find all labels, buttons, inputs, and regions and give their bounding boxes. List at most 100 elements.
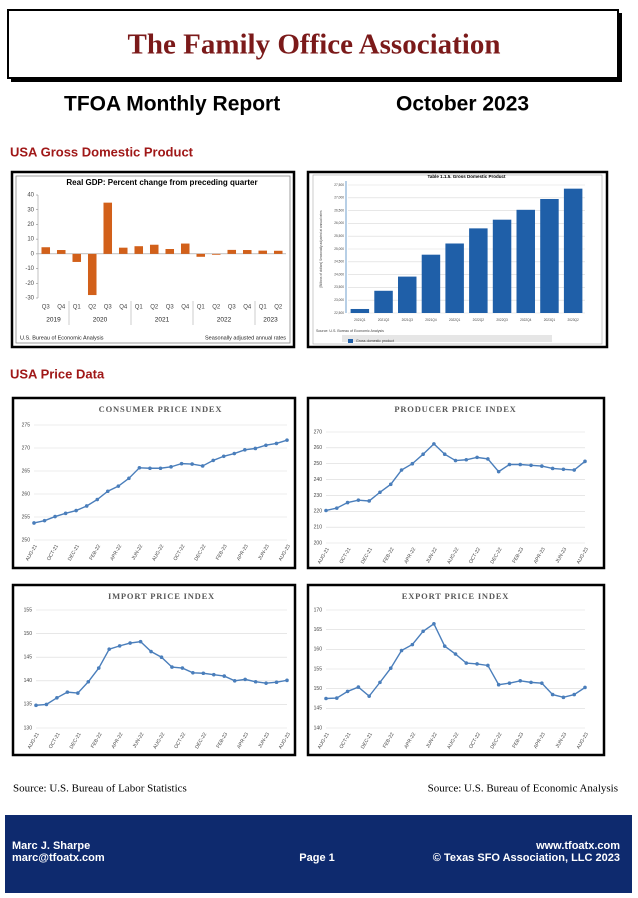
bar <box>87 253 97 296</box>
chart-title: PRODUCER PRICE INDEX <box>394 404 516 414</box>
source-note: Source: U.S. Bureau of Economic Analysis <box>428 783 618 795</box>
data-point <box>345 689 350 694</box>
y-tick-label: 27,500 <box>334 183 344 187</box>
bar <box>350 308 370 313</box>
data-point <box>65 690 70 694</box>
data-point <box>518 679 523 683</box>
data-point <box>274 441 279 446</box>
y-tick-label: 40 <box>27 193 34 199</box>
chart-title: EXPORT PRICE INDEX <box>402 591 510 601</box>
data-point <box>324 508 328 513</box>
bar <box>242 250 252 254</box>
chart-source: Source: U.S. Bureau of Economic Analysis <box>316 329 384 333</box>
chart-title: Table 1.1.5. Gross Domestic Product <box>428 174 506 179</box>
y-tick-label: -20 <box>25 281 34 287</box>
y-tick-label: 150 <box>24 631 33 637</box>
header-box <box>7 9 619 79</box>
data-point <box>432 621 436 626</box>
y-tick-label: 130 <box>24 725 33 731</box>
data-point <box>367 499 371 503</box>
y-tick-label: 170 <box>314 607 323 613</box>
footer-website: www.tfoatx.com <box>535 840 620 852</box>
data-point <box>222 674 227 678</box>
y-tick-label: 160 <box>314 647 323 653</box>
bar <box>72 253 82 262</box>
data-point <box>32 521 36 525</box>
data-point <box>44 702 49 707</box>
chart-frame <box>306 396 606 570</box>
bar <box>516 209 535 313</box>
x-tick-label: 2023Q2 <box>567 318 579 322</box>
data-point <box>264 443 268 448</box>
data-point <box>190 462 194 466</box>
chart-title: Real GDP: Percent change from preceding … <box>66 178 257 187</box>
x-tick-label: Q1 <box>259 305 268 311</box>
data-point <box>201 671 206 676</box>
report-date: October 2023 <box>396 93 529 116</box>
source-note: Source: U.S. Bureau of Labor Statistics <box>13 783 187 795</box>
data-point <box>421 629 425 634</box>
footer-band <box>5 815 632 893</box>
y-tick-label: 26,000 <box>334 221 344 225</box>
data-point <box>138 639 143 644</box>
bar <box>165 249 175 254</box>
chart-frame <box>10 170 296 349</box>
data-point <box>243 677 247 682</box>
footer-email: marc@tfoatx.com <box>12 852 105 864</box>
bar <box>41 247 51 254</box>
x-tick-label: 2022Q4 <box>520 318 532 322</box>
data-point <box>116 484 121 488</box>
data-point <box>507 462 512 467</box>
y-tick-label: 210 <box>314 524 323 530</box>
data-point <box>410 461 415 466</box>
y-tick-label: 0 <box>31 251 35 257</box>
legend-band <box>342 335 552 342</box>
data-point <box>232 451 237 456</box>
bar <box>180 243 190 254</box>
y-tick-label: 150 <box>314 686 323 692</box>
y-tick-label: 24,000 <box>334 272 344 276</box>
data-point <box>243 448 247 452</box>
chart-frame <box>306 583 606 757</box>
data-point <box>464 661 469 665</box>
legend-label: Gross domestic product <box>356 339 394 343</box>
data-point <box>442 452 447 457</box>
data-point <box>572 692 577 697</box>
y-tick-label: 200 <box>314 540 323 546</box>
y-axis-title: [Billions of dollars] Seasonally adjuste… <box>319 210 323 287</box>
data-point <box>221 454 226 459</box>
x-tick-label: Q3 <box>228 305 237 311</box>
data-point <box>84 504 89 508</box>
y-tick-label: 255 <box>22 514 31 520</box>
y-tick-label: 135 <box>24 702 33 708</box>
data-point <box>55 695 59 700</box>
x-group-label: 2022 <box>217 317 232 324</box>
bar <box>227 249 237 254</box>
bar <box>258 250 268 254</box>
bar <box>211 253 221 255</box>
y-tick-label: 275 <box>22 422 31 428</box>
data-point <box>96 666 101 670</box>
y-tick-label: 27,000 <box>334 196 344 200</box>
data-point <box>148 466 152 471</box>
data-point <box>285 678 289 683</box>
data-point <box>399 648 404 653</box>
x-tick-label: Q1 <box>197 305 206 311</box>
section-title: USA Gross Domestic Product <box>10 144 194 159</box>
y-tick-label: 155 <box>24 607 33 613</box>
data-point <box>496 469 501 474</box>
data-point <box>264 681 268 685</box>
data-point <box>127 476 131 481</box>
data-point <box>496 682 501 687</box>
data-point <box>324 696 328 701</box>
y-tick-label: 140 <box>24 678 33 684</box>
data-point <box>540 681 544 685</box>
section-title: USA Price Data <box>10 366 105 381</box>
data-point <box>137 465 142 470</box>
data-point <box>334 696 339 700</box>
data-point <box>159 655 164 659</box>
chart-note: Seasonally adjusted annual rates <box>205 335 286 341</box>
data-point <box>540 464 544 468</box>
